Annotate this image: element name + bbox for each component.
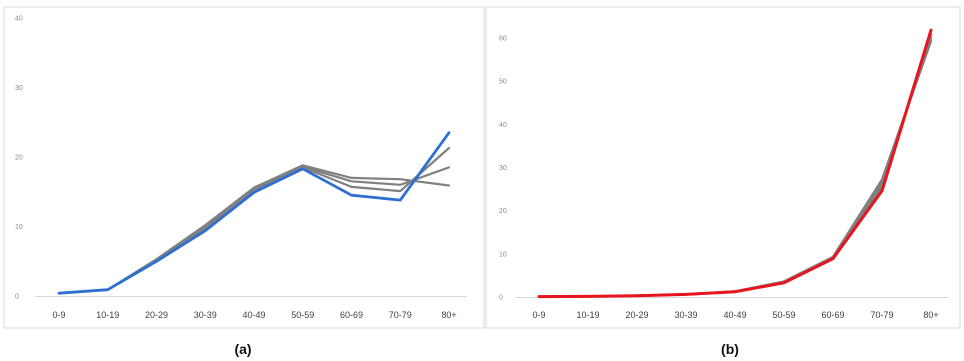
y-tick-label: 50 [499, 79, 507, 86]
x-tick-label: 70-79 [870, 310, 893, 320]
caption-a: (a) [234, 341, 251, 357]
y-tick-label: 10 [499, 251, 507, 258]
chart-panel-b-border [485, 6, 961, 329]
y-tick-label: 60 [499, 36, 507, 43]
x-tick-label: 20-29 [145, 310, 168, 320]
x-tick-label: 20-29 [625, 310, 648, 320]
caption-b: (b) [721, 341, 739, 357]
chart-panel-a-border [3, 6, 485, 329]
chart-panel-a: 0 10 20 30 40 0-9 10-19 20-29 30-39 40-49 50-59 60-… [3, 6, 485, 329]
y-tick-label: 0 [15, 294, 19, 301]
y-tick-label: 20 [15, 155, 23, 162]
y-tick-label: 20 [499, 208, 507, 215]
x-tick-label: 80+ [441, 310, 456, 320]
x-tick-label: 50-59 [772, 310, 795, 320]
x-tick-label: 40-49 [723, 310, 746, 320]
x-tick-label: 80+ [923, 310, 938, 320]
y-tick-label: 30 [499, 165, 507, 172]
x-tick-label: 60-69 [821, 310, 844, 320]
x-tick-label: 50-59 [291, 310, 314, 320]
chart-panel-b: 0 10 20 30 40 50 60 0-9 10-19 20-29 30-39 40-49 50-5… [485, 6, 961, 329]
x-tick-label: 10-19 [576, 310, 599, 320]
x-tick-label: 70-79 [389, 310, 412, 320]
y-tick-label: 0 [499, 295, 503, 302]
series-line [57, 131, 451, 295]
y-tick-label: 40 [15, 16, 23, 23]
x-tick-label: 60-69 [340, 310, 363, 320]
y-tick-label: 10 [15, 224, 23, 231]
x-tick-label: 30-39 [194, 310, 217, 320]
y-tick-label: 40 [499, 122, 507, 129]
x-tick-label: 40-49 [242, 310, 265, 320]
x-tick-label: 0-9 [532, 310, 545, 320]
x-tick-label: 0-9 [52, 310, 65, 320]
x-tick-label: 10-19 [96, 310, 119, 320]
y-tick-label: 30 [15, 85, 23, 92]
x-tick-label: 30-39 [674, 310, 697, 320]
series-line [537, 28, 933, 299]
